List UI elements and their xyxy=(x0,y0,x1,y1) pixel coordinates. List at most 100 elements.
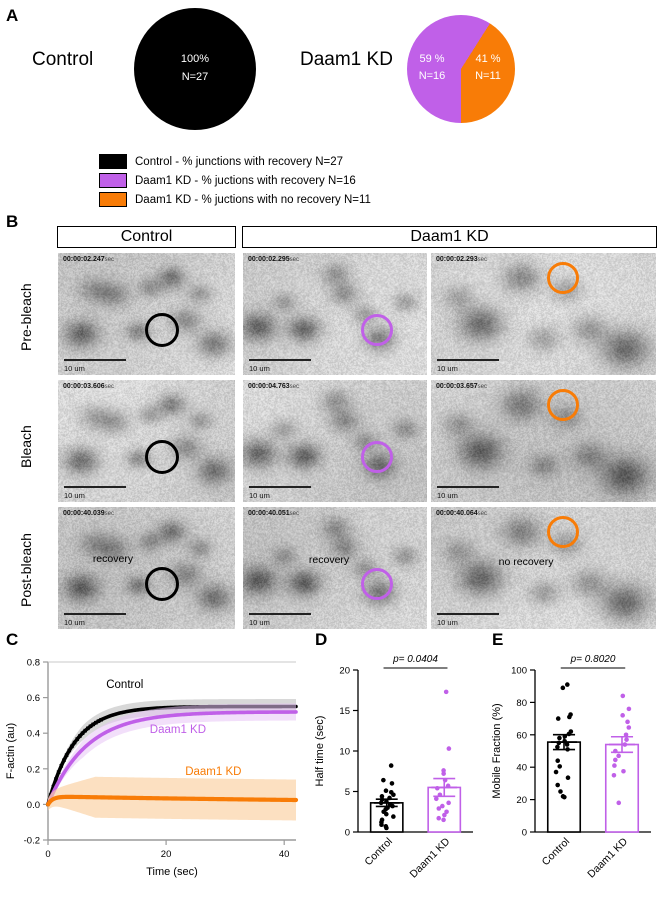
p-value-label: p= 0.8020 xyxy=(570,654,616,665)
data-point xyxy=(437,792,443,798)
y-axis-title: F-actin (au) xyxy=(5,723,17,779)
data-point xyxy=(616,753,621,759)
y-tick-label: 0.8 xyxy=(27,658,40,669)
bar xyxy=(546,741,582,833)
data-point xyxy=(441,817,446,823)
scale-bar xyxy=(249,359,311,361)
y-tick-label: 40 xyxy=(516,763,527,774)
scale-bar xyxy=(437,359,499,361)
pie-chart-daam1kd xyxy=(407,15,515,123)
series-marker xyxy=(96,719,101,723)
timestamp-label: 00:00:02.293sec xyxy=(436,256,487,263)
data-point xyxy=(384,798,389,804)
y-tick-label: 0.4 xyxy=(27,729,40,740)
data-point xyxy=(440,803,445,809)
series-marker xyxy=(62,758,66,763)
group-header-daam1kd: Daam1 KD xyxy=(242,226,657,248)
series-marker xyxy=(83,728,87,733)
microscopy-image-cell: 00:00:40.039sec 10 um recovery xyxy=(57,506,236,630)
bleach-roi-circle xyxy=(360,440,393,473)
microscopy-image xyxy=(431,253,656,375)
data-point xyxy=(434,785,440,791)
y-tick-label: -0.2 xyxy=(24,836,40,847)
data-point xyxy=(611,773,617,778)
panel-a-letter: A xyxy=(6,6,19,25)
timestamp-unit: sec xyxy=(104,384,114,390)
timestamp-value: 00:00:02.293 xyxy=(436,256,478,263)
panel-c-letter: C xyxy=(6,630,19,649)
panel-d-halftime-chart: 0 5 10 15 20 Half time (sec) Control Daam1 KD p=… xyxy=(310,640,485,892)
data-point xyxy=(626,706,632,712)
bar-scatter-svg: 0 20 40 60 80 100 Mobile Fraction (%) Control Da… xyxy=(491,654,651,880)
data-point xyxy=(566,731,572,737)
timestamp-unit: sec xyxy=(104,257,114,263)
timestamp-unit: sec xyxy=(104,511,114,517)
data-point xyxy=(434,796,439,802)
bleach-roi-circle xyxy=(360,567,393,600)
timestamp-label: 00:00:40.051sec xyxy=(248,510,299,517)
series-marker xyxy=(67,748,72,753)
data-point xyxy=(381,777,386,783)
timestamp-label: 00:00:04.763sec xyxy=(248,383,299,390)
data-point xyxy=(388,763,394,768)
series-marker xyxy=(72,740,77,745)
legend-item: Daam1 KD - % juctions with recovery N=16 xyxy=(99,173,371,188)
pie-chart-control xyxy=(134,8,256,130)
legend-label: Daam1 KD - % juctions with no recovery N… xyxy=(135,193,371,206)
microscopy-image-cell: 00:00:02.247sec 10 um xyxy=(57,252,236,376)
series-marker xyxy=(94,720,98,725)
microscopy-image-cell: 00:00:40.064sec 10 um no recovery xyxy=(430,506,657,630)
data-point xyxy=(616,800,622,806)
p-value-label: p= 0.0404 xyxy=(392,654,438,665)
microscopy-image xyxy=(431,380,656,502)
microscopy-image xyxy=(58,253,235,375)
pie-slice-label-purple-n: N=16 xyxy=(418,70,446,82)
pie-slice-label-control-n: N=27 xyxy=(181,71,209,83)
microscopy-image-cell: 00:00:03.657sec 10 um xyxy=(430,379,657,503)
data-point xyxy=(443,689,449,695)
timestamp-unit: sec xyxy=(289,384,299,390)
data-point xyxy=(391,814,396,819)
panel-b-letter: B xyxy=(6,212,19,231)
data-point xyxy=(387,795,392,801)
scale-bar-label: 10 um xyxy=(437,491,458,500)
microscopy-image xyxy=(243,253,427,375)
bleach-roi-circle xyxy=(546,515,579,548)
pie-chart-label-daam1kd: Daam1 KD xyxy=(300,49,393,70)
data-point xyxy=(389,781,395,786)
timestamp-value: 00:00:03.657 xyxy=(436,383,478,390)
row-label-post-bleach: Post-bleach xyxy=(18,533,34,607)
microscopy-image-cell: 00:00:40.051sec 10 um recovery xyxy=(242,506,428,630)
data-point xyxy=(444,809,449,815)
y-tick-label: 10 xyxy=(339,747,350,758)
data-point xyxy=(379,822,384,828)
data-point xyxy=(562,734,568,739)
data-point xyxy=(441,768,446,773)
data-point xyxy=(555,758,561,764)
data-point xyxy=(564,742,570,747)
x-tick-label: 20 xyxy=(161,849,172,860)
series-marker xyxy=(99,717,103,722)
y-tick-label: 0 xyxy=(522,828,527,839)
scale-bar-label: 10 um xyxy=(64,364,85,373)
scale-bar xyxy=(437,486,499,488)
microscopy-image-cell: 00:00:03.606sec 10 um xyxy=(57,379,236,503)
timestamp-unit: sec xyxy=(289,511,299,517)
bleach-roi-circle xyxy=(360,313,393,346)
scale-bar xyxy=(437,613,499,615)
series-annotation: Control xyxy=(106,679,143,691)
y-tick-label: 5 xyxy=(345,787,350,798)
data-point xyxy=(442,812,447,818)
bleach-roi-circle xyxy=(144,312,179,347)
timestamp-label: 00:00:03.657sec xyxy=(436,383,487,390)
scale-bar xyxy=(64,359,126,361)
data-point xyxy=(560,685,566,691)
data-point xyxy=(390,803,395,809)
scale-bar-label: 10 um xyxy=(437,364,458,373)
series-line xyxy=(46,710,298,807)
microscopy-image xyxy=(243,507,427,629)
bar-scatter-svg: 0 5 10 15 20 Half time (sec) Control Daam1 KD p=… xyxy=(314,654,473,880)
data-point xyxy=(620,693,626,699)
data-point xyxy=(445,783,451,789)
data-point xyxy=(622,742,628,747)
